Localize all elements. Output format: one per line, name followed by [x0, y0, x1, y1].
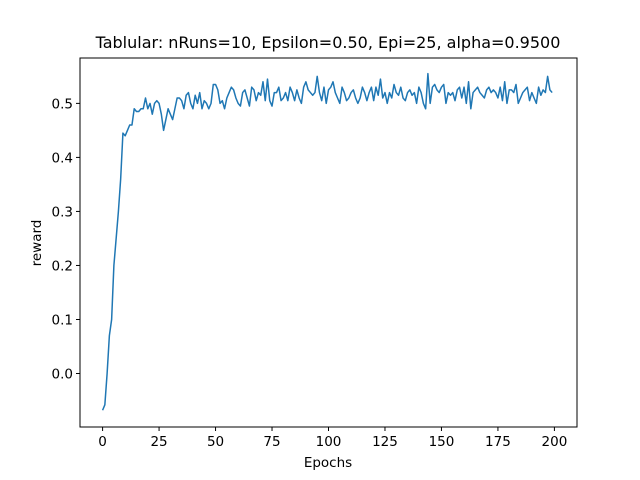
x-tick-label: 125: [372, 434, 398, 450]
x-tick-label: 175: [485, 434, 511, 450]
x-tick-label: 25: [150, 434, 167, 450]
x-tick-label: 200: [542, 434, 568, 450]
x-tick-label: 0: [98, 434, 107, 450]
chart-title: Tablular: nRuns=10, Epsilon=0.50, Epi=25…: [95, 33, 561, 52]
y-tick-label: 0.2: [52, 258, 73, 274]
y-tick-label: 0.5: [52, 96, 73, 112]
y-axis-label: reward: [29, 220, 45, 267]
y-tick-label: 0.0: [52, 367, 73, 383]
x-tick-label: 150: [429, 434, 455, 450]
line-series: [101, 72, 553, 411]
x-tick-label: 50: [207, 434, 224, 450]
plot-frame: [79, 57, 578, 428]
y-tick-label: 0.1: [52, 312, 73, 328]
x-tick-label: 100: [316, 434, 342, 450]
x-axis-label: Epochs: [304, 455, 352, 471]
y-tick-label: 0.3: [52, 204, 73, 220]
y-tick-label: 0.4: [52, 150, 73, 166]
x-tick-label: 75: [263, 434, 280, 450]
